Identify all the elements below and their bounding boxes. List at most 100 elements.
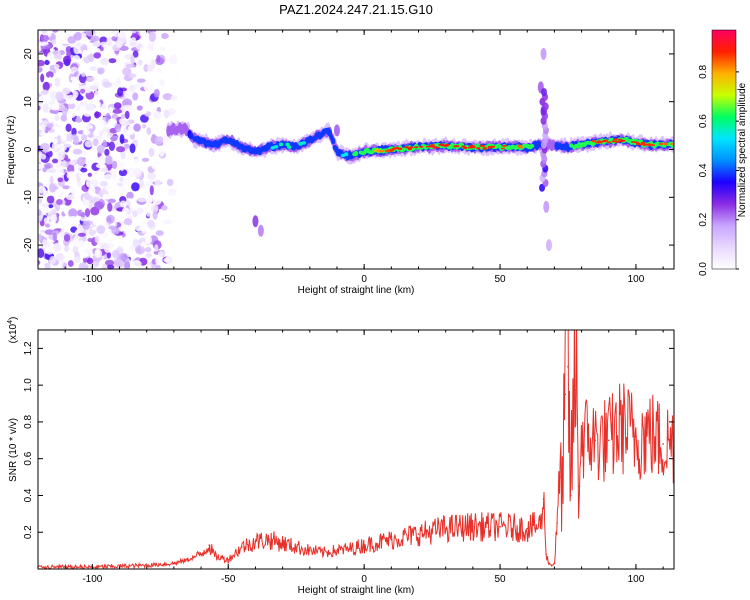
spectrogram-ridge-cell [286, 145, 292, 149]
spectrogram-noise-blob [38, 163, 45, 170]
spectrogram-noise-blob [56, 166, 64, 177]
spectrogram-noise-blob [86, 265, 96, 269]
spectrogram-noise-blob [38, 104, 41, 111]
spectrogram-noise-blob [119, 119, 130, 127]
spectrogram-noise-blob [44, 59, 50, 66]
spectrogram-ridge-cell [370, 150, 375, 154]
snr-data-point [559, 476, 561, 478]
spectrogram-noise-blob [49, 183, 56, 193]
spectrogram-noise-blob [130, 158, 141, 166]
spectrogram-ridge-cell [650, 144, 655, 147]
spectrogram-noise-blob [98, 210, 104, 219]
spectrogram-noise-blob [105, 155, 113, 165]
spectrogram-noise-blob [146, 195, 153, 206]
spectrogram-noise-blob [168, 150, 176, 156]
spectrogram-noise-blob [90, 179, 99, 188]
spectrogram-noise-blob [120, 253, 128, 262]
spectrogram-noise-blob [62, 55, 72, 65]
snr-data-point [607, 439, 610, 442]
spectrogram-ridge-cell [454, 145, 460, 148]
snr-plot-area [38, 330, 674, 569]
spectrogram-ridge-cell [663, 142, 668, 146]
spectrogram-noise-blob [106, 36, 112, 46]
spectrogram-noise-blob [38, 152, 42, 162]
snr-data-point [227, 559, 230, 561]
spectrogram-ridge-cell [536, 140, 541, 149]
spectrogram-noise-blob [68, 208, 78, 218]
spectrogram-ridge-cell [376, 150, 381, 153]
y-tick-label: 1.2 [23, 341, 34, 355]
spectrogram-noise-blob [51, 39, 56, 45]
spectrogram-noise-blob [99, 181, 108, 187]
spectrogram-noise-blob [141, 157, 150, 162]
spectrogram-noise-blob [148, 32, 156, 42]
spectrogram-noise-blob [38, 95, 47, 102]
spectrogram-noise-blob [112, 249, 120, 259]
spectrogram-noise-blob [170, 95, 178, 101]
spectrogram-ridge-cell [631, 141, 636, 143]
spectrogram-noise-blob [148, 45, 155, 50]
colorbar-tick-label: 0.0 [698, 262, 709, 276]
spectrogram-noise-blob [54, 114, 60, 122]
spectrogram-noise-blob [54, 77, 61, 88]
spectrogram-noise-blob [99, 242, 109, 250]
spectrogram-noise-blob [42, 238, 48, 247]
spectrogram-noise-blob [56, 199, 63, 205]
spectrogram-noise-blob [130, 54, 135, 65]
spectrogram-noise-blob [118, 169, 128, 177]
spectrogram-noise-blob [71, 127, 77, 137]
spectrogram-noise-blob [46, 195, 55, 204]
spectrogram-noise-blob [92, 138, 99, 147]
spectrogram-noise-blob [104, 259, 115, 267]
spectrogram-noise-blob [162, 93, 173, 101]
spectrogram-noise-blob [131, 260, 142, 268]
y-tick-label: 0.4 [23, 488, 34, 502]
spectrogram-content [38, 30, 674, 269]
snr-data-point [542, 498, 545, 500]
spectrogram-noise-blob [157, 251, 164, 258]
y-tick-label: 20 [23, 48, 34, 60]
spectrogram-noise-blob [73, 136, 79, 145]
spectrogram-ridge-cell [502, 144, 507, 148]
y-tick-label: 10 [23, 96, 34, 108]
spectrogram-noise-blob [154, 126, 163, 137]
spectrogram-noise-blob [129, 245, 135, 251]
spectrogram-x-axis-label: Height of straight line (km) [298, 285, 415, 296]
spectrogram-noise-blob [140, 246, 145, 254]
spectrogram-noise-blob [50, 103, 60, 111]
spectrogram-ridge-cell [285, 142, 290, 147]
spectrogram-noise-blob [136, 105, 144, 111]
spectrogram-noise-blob [47, 51, 55, 62]
spectrogram-noise-blob [131, 30, 137, 34]
snr-data-point [444, 527, 447, 530]
spectrogram-noise-blob [87, 238, 93, 242]
spectrogram-noise-blob [39, 220, 45, 227]
snr-data-point [569, 494, 572, 497]
snr-data-point [648, 432, 651, 434]
spectrogram-noise-blob [40, 142, 50, 152]
spectrogram-noise-blob [119, 134, 125, 144]
spectrogram-noise-blob [97, 67, 105, 75]
spectrogram-ridge-cell [640, 141, 646, 145]
spectrogram-noise-blob [151, 161, 161, 170]
spectrogram-noise-blob [136, 207, 144, 215]
spectrogram-noise-blob [65, 123, 72, 132]
spectrogram-noise-blob [139, 130, 145, 137]
spectrogram-ridge-cell [404, 146, 409, 149]
snr-x-ticks: -100 -50 0 50 100 [37, 330, 664, 585]
spectrogram-noise-blob [38, 197, 43, 204]
spectrogram-noise-blob [136, 78, 146, 83]
spectrogram-noise-blob [117, 87, 124, 97]
spectrogram-noise-blob [53, 109, 59, 114]
spectrogram-noise-blob [150, 59, 157, 68]
spectrogram-noise-blob [86, 77, 95, 82]
spectrogram-noise-blob [125, 252, 135, 258]
spectrogram-noise-blob [102, 132, 108, 138]
spectrogram-noise-blob [107, 198, 116, 203]
spectrogram-ridge-cell [670, 142, 674, 146]
snr-data-point [208, 544, 211, 546]
snr-data-point [567, 365, 569, 368]
spectrogram-noise-blob [82, 49, 88, 58]
spectrogram-noise-blob [78, 123, 85, 129]
spectrogram-noise-blob [47, 30, 52, 38]
